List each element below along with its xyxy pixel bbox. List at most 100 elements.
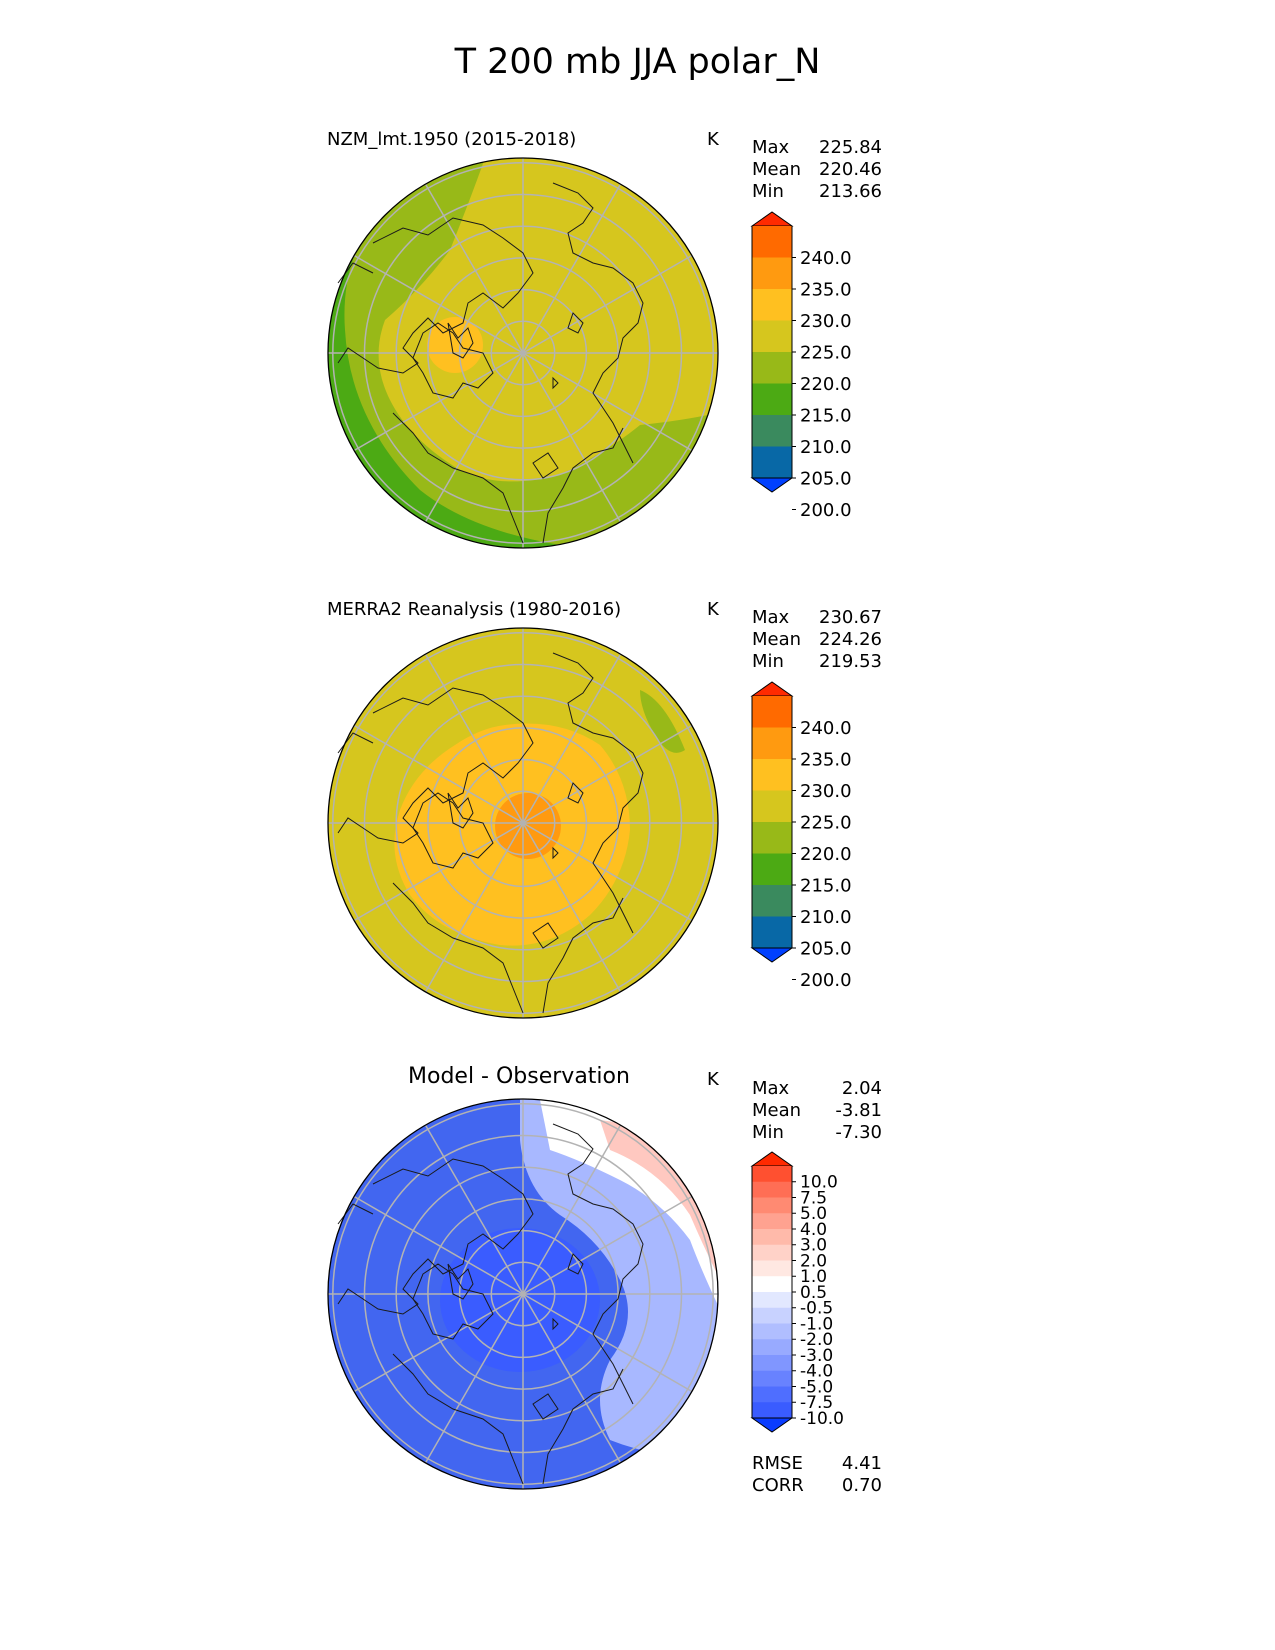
colorbar-tick-label: 240.0	[800, 718, 852, 739]
map-field-cool-patch	[640, 690, 685, 753]
graticule-meridian	[522, 254, 693, 354]
coastline	[412, 322, 494, 399]
stat-value: 225.84	[819, 137, 882, 158]
map-boundary	[327, 627, 719, 1019]
graticule-meridian	[522, 724, 693, 824]
map-boundary	[327, 157, 719, 549]
coastline	[552, 1123, 644, 1405]
graticule-meridian	[353, 352, 524, 452]
graticule-meridian	[522, 1195, 693, 1295]
graticule-meridian	[424, 1293, 524, 1464]
coastline	[447, 792, 474, 829]
coastline	[552, 376, 559, 390]
colorbar-tick-label: 230.0	[800, 311, 852, 332]
colorbar-extend-min	[750, 477, 794, 493]
colorbar-tick-label: -1.0	[800, 1314, 833, 1334]
colorbar-segment	[752, 916, 792, 949]
colorbar-segment	[752, 1339, 792, 1356]
stat-label: Max	[752, 607, 790, 628]
stat-label: Max	[752, 137, 790, 158]
graticule-meridian	[522, 183, 622, 354]
graticule-meridian	[522, 822, 693, 922]
colorbar-tick-label: 210.0	[800, 437, 852, 458]
stat-label: Min	[752, 1122, 784, 1143]
coastline	[542, 897, 624, 1014]
colorbar-tick-label: 215.0	[800, 405, 852, 426]
colorbar-extend-max	[750, 1151, 794, 1167]
coastline	[392, 882, 524, 1014]
coastline	[392, 412, 524, 544]
stat-label: Mean	[752, 159, 802, 180]
graticule-meridian	[353, 822, 524, 922]
coastline	[567, 312, 584, 334]
stat-value: 2.04	[841, 1078, 882, 1099]
panel-title-model: NZM_lmt.1950 (2015-2018)	[327, 129, 577, 150]
colorbar-tick-label: 205.0	[800, 468, 852, 489]
colorbar-segment	[752, 446, 792, 479]
stat-value: 213.66	[819, 181, 882, 202]
map-graticule	[328, 628, 718, 1018]
graticule-meridian	[522, 822, 622, 993]
colorbar-segment	[752, 853, 792, 886]
metric-value: 0.70	[841, 1475, 882, 1496]
colorbar-tick-label: -7.5	[800, 1393, 833, 1413]
map-field-outer-band	[328, 165, 560, 548]
colorbar-segment	[752, 289, 792, 321]
coastline	[552, 182, 644, 464]
colorbar-tick-label: 5.0	[800, 1204, 827, 1224]
metric-label: CORR	[752, 1475, 804, 1496]
colorbar-tick-label: 225.0	[800, 342, 852, 363]
graticule-meridian	[424, 183, 524, 354]
colorbar-segment	[752, 1181, 792, 1198]
coastline	[337, 1158, 534, 1315]
colorbar-tick-label: 230.0	[800, 781, 852, 802]
colorbar-tick-label: 1.0	[800, 1267, 827, 1287]
colorbar-segment	[752, 352, 792, 384]
metric-label: RMSE	[752, 1453, 803, 1474]
colorbar-tick-label: -3.0	[800, 1346, 833, 1366]
colorbar-segment	[752, 1244, 792, 1261]
stat-label: Min	[752, 181, 784, 202]
coastline	[447, 1263, 474, 1300]
map-coastlines	[337, 652, 644, 1014]
colorbar-segment	[752, 1260, 792, 1277]
colorbar-tick-label: 210.0	[800, 907, 852, 928]
colorbar-segment	[752, 885, 792, 917]
colorbar-segment	[752, 727, 792, 760]
colorbar-segment	[752, 226, 792, 258]
colorbar-extend-min	[750, 947, 794, 963]
polar-map-model	[327, 157, 719, 549]
colorbar-segment	[752, 415, 792, 447]
graticule-meridian	[353, 1293, 524, 1393]
stat-value: 219.53	[819, 651, 882, 672]
colorbar-tick-label: -2.0	[800, 1330, 833, 1350]
polar-map-diff	[327, 1098, 719, 1490]
colorbar-segment	[752, 1355, 792, 1372]
polar-map-obs	[327, 627, 719, 1019]
coastline	[542, 1368, 624, 1485]
coastline	[412, 1263, 494, 1340]
stat-value: 220.46	[819, 159, 882, 180]
coastline	[542, 427, 624, 544]
colorbar-tick-label: 4.0	[800, 1220, 827, 1240]
colorbar-segment	[752, 1402, 792, 1419]
colorbar-tick-label: -5.0	[800, 1377, 833, 1397]
colorbar-tick-label: 0.5	[800, 1283, 827, 1303]
stats-model: Max 225.84 Mean 220.46 Min 213.66	[752, 137, 882, 203]
colorbar-tick-label: -0.5	[800, 1299, 833, 1319]
colorbar-tick-label: 225.0	[800, 812, 852, 833]
map-graticule	[328, 158, 718, 548]
metric-value: 4.41	[841, 1453, 882, 1474]
coastline	[567, 782, 584, 804]
metrics-diff: RMSE 4.41 CORR 0.70	[752, 1453, 882, 1497]
coastline	[532, 1393, 559, 1420]
colorbar-segment	[752, 1197, 792, 1214]
stat-value: 230.67	[819, 607, 882, 628]
coastline	[552, 846, 559, 860]
graticule-meridian	[522, 653, 622, 824]
graticule-meridian	[424, 352, 524, 523]
map-boundary	[327, 1098, 719, 1490]
colorbar-segment	[752, 1370, 792, 1387]
stats-obs: Max 230.67 Mean 224.26 Min 219.53	[752, 607, 882, 673]
graticule-meridian	[424, 1124, 524, 1295]
